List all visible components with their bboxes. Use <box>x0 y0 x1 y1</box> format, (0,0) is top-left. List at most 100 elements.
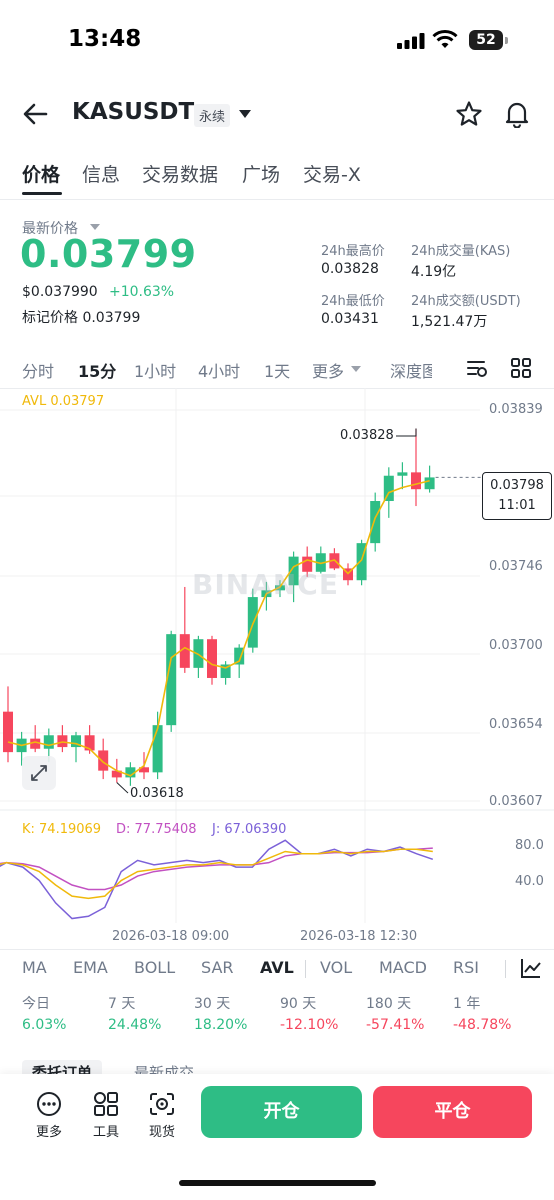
kdj-axis-label: 40.0 <box>515 874 544 889</box>
divider <box>0 199 554 200</box>
fullscreen-expand-button[interactable] <box>22 756 56 790</box>
period-change-value: -12.10% <box>280 1017 339 1033</box>
period-change-value: -57.41% <box>366 1017 425 1033</box>
candlestick-chart[interactable] <box>0 388 554 948</box>
candle-body <box>302 556 313 572</box>
mark-price-row: 标记价格 0.03799 <box>22 307 140 327</box>
layout-grid-icon[interactable] <box>510 357 532 379</box>
time-axis-label: 2026-03-18 09:00 <box>112 929 230 944</box>
mark-price-label: 标记价格 <box>22 310 78 326</box>
symbol-dropdown-icon[interactable] <box>239 110 251 118</box>
interval-15m[interactable]: 15分 <box>78 362 117 381</box>
avl-line <box>7 480 430 777</box>
indicator-separator <box>305 960 306 978</box>
candle-body <box>383 475 394 502</box>
symbol-title[interactable]: KASUSDT <box>72 99 195 125</box>
candle-body <box>98 750 109 771</box>
tab-price[interactable]: 价格 <box>22 164 61 186</box>
indicator-settings-icon[interactable] <box>519 956 543 980</box>
close-position-button[interactable]: 平仓 <box>373 1086 532 1138</box>
period-label: 30 天 <box>194 996 231 1012</box>
divider <box>0 388 554 389</box>
avl-indicator-label: AVL 0.03797 <box>22 394 105 409</box>
indicator-ma[interactable]: MA <box>22 958 47 977</box>
current-price-value: 0.03798 <box>490 478 544 493</box>
interval-4h[interactable]: 4小时 <box>198 362 241 381</box>
change-percent: +10.63% <box>109 284 175 300</box>
interval-more[interactable]: 更多 <box>312 362 345 381</box>
tab-trading-data[interactable]: 交易数据 <box>142 164 219 186</box>
home-indicator <box>179 1180 376 1186</box>
last-price: 0.03799 <box>20 232 197 276</box>
candle-body <box>207 639 217 678</box>
spot-exchange-icon <box>150 1093 174 1115</box>
candle-body <box>220 664 231 678</box>
indicator-vol[interactable]: VOL <box>320 958 353 977</box>
kdj-d-line <box>0 847 433 891</box>
candle-countdown: 11:01 <box>498 498 536 513</box>
latest-price-dropdown-icon[interactable] <box>90 224 100 230</box>
candle-body <box>411 472 421 490</box>
battery-icon: 52 <box>469 30 509 50</box>
volume-24h-value: 4.19亿 <box>411 264 457 280</box>
kdj-k-value: K: 74.19069 <box>22 822 102 837</box>
spot-button[interactable]: 现货 <box>142 1090 182 1140</box>
candle-body <box>57 735 68 748</box>
contract-type-badge: 永续 <box>194 104 231 127</box>
indicator-boll[interactable]: BOLL <box>134 958 176 977</box>
high-24h-label: 24h最高价 <box>321 244 385 259</box>
open-position-button[interactable]: 开仓 <box>201 1086 362 1138</box>
turnover-24h-label: 24h成交额(USDT) <box>411 294 521 309</box>
candle-body <box>43 735 54 749</box>
interval-line[interactable]: 分时 <box>22 362 55 381</box>
period-label: 90 天 <box>280 996 317 1012</box>
low-marker-leader <box>116 782 129 794</box>
candle-body <box>397 472 408 476</box>
price-axis-label: 0.03700 <box>489 638 543 653</box>
period-label: 1 年 <box>453 996 481 1012</box>
chart-settings-icon[interactable] <box>466 357 488 379</box>
period-change-value: 18.20% <box>194 1017 248 1033</box>
candle-body <box>356 543 367 581</box>
more-button[interactable]: 更多 <box>29 1090 69 1140</box>
spot-label: 现货 <box>148 1125 175 1140</box>
tools-button[interactable]: 工具 <box>86 1090 126 1140</box>
tab-square[interactable]: 广场 <box>242 164 281 186</box>
period-label: 180 天 <box>366 996 412 1012</box>
tab-info[interactable]: 信息 <box>82 164 121 186</box>
period-change-value: -48.78% <box>453 1017 512 1033</box>
indicator-sar[interactable]: SAR <box>201 958 234 977</box>
candle-body <box>71 735 81 748</box>
interval-1d[interactable]: 1天 <box>264 362 291 381</box>
depth-chart-tab[interactable]: 深度图 <box>390 362 432 381</box>
candle-body <box>84 735 95 751</box>
more-dropdown-icon[interactable] <box>351 366 361 372</box>
latest-price-label[interactable]: 最新价格 <box>22 221 78 237</box>
favorite-star-icon[interactable] <box>455 100 483 128</box>
back-arrow-icon[interactable] <box>22 101 48 127</box>
volume-24h-label: 24h成交量(KAS) <box>411 244 511 259</box>
indicator-rsi[interactable]: RSI <box>453 958 479 977</box>
price-alert-bell-icon[interactable] <box>503 100 531 128</box>
candle-body <box>370 501 381 544</box>
candle-body <box>166 634 177 726</box>
indicator-macd[interactable]: MACD <box>379 958 427 977</box>
indicator-ema[interactable]: EMA <box>73 958 108 977</box>
usd-price: $0.037990 <box>22 284 98 300</box>
battery-level: 52 <box>469 30 503 50</box>
low-24h-label: 24h最低价 <box>321 294 385 309</box>
high-marker-label: 0.03828 <box>340 428 394 443</box>
candle-body <box>315 553 326 572</box>
indicator-avl[interactable]: AVL <box>260 958 294 977</box>
indicator-separator <box>505 960 506 978</box>
candle-body <box>125 767 136 778</box>
candle-body <box>3 711 13 753</box>
candle-body <box>30 738 41 749</box>
candle-body <box>152 725 163 773</box>
low-marker-label: 0.03618 <box>130 786 184 801</box>
current-price-tag: 0.03798 11:01 <box>482 472 552 520</box>
tab-trade-x[interactable]: 交易-X <box>303 164 361 186</box>
more-dots-icon <box>37 1092 61 1116</box>
price-axis-label: 0.03746 <box>489 559 543 574</box>
interval-1h[interactable]: 1小时 <box>134 362 177 381</box>
